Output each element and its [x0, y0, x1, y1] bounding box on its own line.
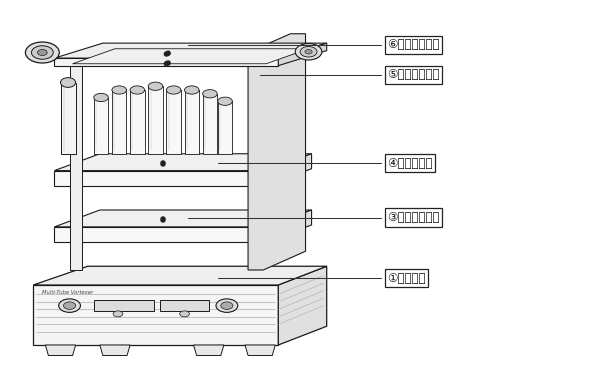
Polygon shape — [54, 227, 266, 242]
Ellipse shape — [148, 82, 163, 90]
Polygon shape — [54, 58, 278, 66]
Ellipse shape — [112, 86, 126, 94]
Polygon shape — [266, 154, 312, 186]
Ellipse shape — [221, 302, 233, 309]
Polygon shape — [45, 345, 76, 355]
Ellipse shape — [64, 302, 76, 309]
Polygon shape — [160, 300, 209, 310]
Polygon shape — [54, 43, 327, 58]
Ellipse shape — [60, 78, 76, 87]
Ellipse shape — [295, 44, 322, 60]
Polygon shape — [54, 154, 312, 171]
Ellipse shape — [166, 86, 181, 94]
Polygon shape — [54, 210, 312, 227]
Polygon shape — [278, 266, 327, 345]
Text: ⑥试管上固定盖: ⑥试管上固定盖 — [387, 39, 440, 51]
Polygon shape — [248, 34, 306, 270]
Polygon shape — [94, 98, 108, 154]
Ellipse shape — [130, 86, 145, 94]
Ellipse shape — [203, 90, 217, 98]
Polygon shape — [218, 101, 232, 154]
Polygon shape — [73, 49, 309, 64]
Text: ③下试管海绵庞: ③下试管海绵庞 — [387, 211, 440, 224]
Ellipse shape — [185, 86, 199, 94]
Polygon shape — [278, 43, 327, 66]
Ellipse shape — [25, 42, 59, 63]
Polygon shape — [60, 82, 76, 154]
Polygon shape — [245, 345, 275, 355]
Ellipse shape — [180, 311, 189, 317]
Text: ⑤二试管海绵庞: ⑤二试管海绵庞 — [387, 69, 440, 81]
Polygon shape — [54, 171, 266, 186]
Text: ④海绵试管架: ④海绵试管架 — [387, 157, 433, 170]
Ellipse shape — [31, 46, 53, 59]
Polygon shape — [203, 94, 217, 154]
Polygon shape — [148, 86, 163, 154]
Polygon shape — [112, 90, 126, 154]
Ellipse shape — [305, 50, 312, 54]
Ellipse shape — [216, 299, 238, 312]
Polygon shape — [185, 90, 199, 154]
Ellipse shape — [218, 97, 232, 105]
Ellipse shape — [113, 311, 123, 317]
Text: ①震动平台: ①震动平台 — [387, 272, 426, 285]
Polygon shape — [33, 266, 327, 285]
Polygon shape — [94, 300, 154, 310]
Ellipse shape — [300, 46, 317, 57]
Polygon shape — [266, 210, 312, 242]
Ellipse shape — [59, 299, 80, 312]
Polygon shape — [70, 53, 82, 270]
Polygon shape — [42, 49, 57, 56]
Text: Multi-Tube Vortexer: Multi-Tube Vortexer — [42, 290, 94, 295]
Polygon shape — [33, 285, 278, 345]
Polygon shape — [130, 90, 145, 154]
Polygon shape — [166, 90, 181, 154]
Polygon shape — [100, 345, 130, 355]
Ellipse shape — [38, 50, 47, 55]
Ellipse shape — [94, 93, 108, 102]
Polygon shape — [194, 345, 224, 355]
